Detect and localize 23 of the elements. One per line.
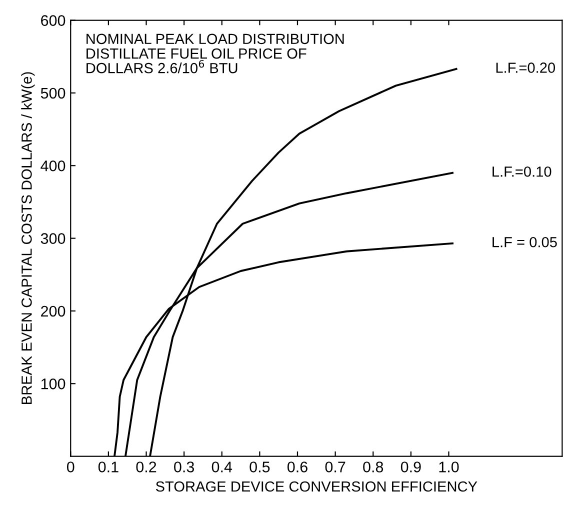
- y-tick-label: 100: [41, 378, 66, 390]
- y-tick-label: 600: [41, 15, 66, 26]
- x-tick-label: 0.3: [174, 462, 194, 472]
- y-axis-title: BREAK EVEN CAPITAL COSTS DOLLARS / kW(e): [21, 72, 35, 404]
- text: L.F.=0.20: [496, 62, 556, 73]
- x-tick-label: 0.9: [400, 462, 421, 472]
- x-tick-label: 0.4: [212, 462, 232, 472]
- y-tick-label: 200: [41, 306, 66, 317]
- text: L.F.=0.10: [492, 166, 552, 177]
- annotation: NOMINAL PEAK LOAD DISTRIBUTION DISTILLATE FUEL OIL PRICE OF DOLLARS 2.6/10$^{6}$ BTU: [86, 34, 344, 74]
- x-tick-label: 0.2: [136, 462, 156, 472]
- x-tick-label: 0.8: [363, 462, 384, 472]
- text: L.F = 0.05: [492, 236, 557, 248]
- x-axis-title: STORAGE DEVICE CONVERSION EFFICIENCY: [156, 481, 478, 492]
- x-tick-label: 1.0: [439, 462, 459, 472]
- y-tick-label: 400: [40, 160, 66, 172]
- x-tick-label: 0.7: [325, 462, 346, 472]
- x-tick-label: 0.1: [98, 462, 118, 472]
- x-tick-label: 0.6: [287, 462, 308, 472]
- y-tick-label: 500: [40, 88, 66, 99]
- y-tick-label: 300: [40, 233, 66, 244]
- x-tick-label: 0.5: [250, 462, 270, 472]
- x-tick-label: 0: [66, 462, 74, 472]
